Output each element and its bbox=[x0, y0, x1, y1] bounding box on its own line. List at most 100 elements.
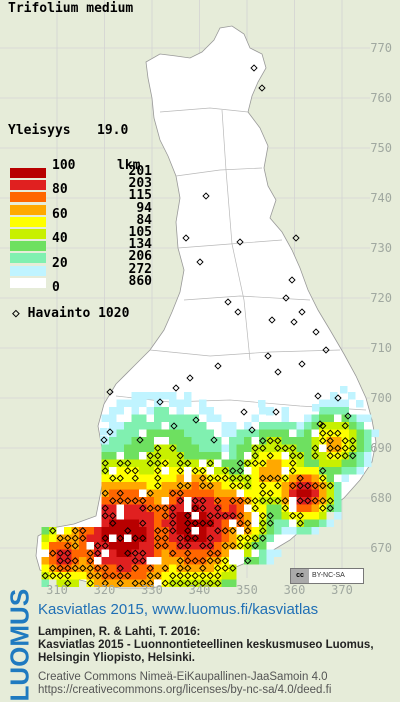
occupancy-square bbox=[94, 549, 102, 557]
observation-marker bbox=[296, 519, 304, 527]
occupancy-square bbox=[199, 557, 207, 565]
occupancy-square bbox=[364, 414, 372, 422]
occupancy-square bbox=[101, 444, 109, 452]
occupancy-square bbox=[139, 392, 147, 400]
occupancy-square bbox=[334, 489, 342, 497]
occupancy-square bbox=[184, 399, 192, 407]
occupancy-square bbox=[364, 437, 372, 445]
occupancy-square bbox=[116, 399, 124, 407]
occupancy-square bbox=[259, 482, 267, 490]
observation-marker bbox=[161, 504, 169, 512]
occupancy-square bbox=[191, 564, 199, 572]
occupancy-square bbox=[206, 534, 214, 542]
occupancy-square bbox=[229, 452, 237, 460]
occupancy-square bbox=[191, 549, 199, 557]
observation-marker bbox=[109, 512, 117, 520]
occupancy-square bbox=[199, 422, 207, 430]
observation-marker bbox=[244, 527, 252, 535]
occupancy-square bbox=[154, 534, 162, 542]
occupancy-square bbox=[146, 429, 154, 437]
occupancy-square bbox=[41, 527, 49, 535]
occupancy-square bbox=[251, 489, 259, 497]
occupancy-square bbox=[184, 414, 192, 422]
observation-marker bbox=[56, 534, 64, 542]
occupancy-square bbox=[199, 564, 207, 572]
observation-marker bbox=[341, 444, 349, 452]
observation-marker bbox=[161, 542, 169, 550]
occupancy-square bbox=[184, 579, 192, 587]
kasviatlas-link[interactable]: Kasviatlas 2015, www.luomus.fi/kasviatla… bbox=[38, 601, 319, 618]
occupancy-square bbox=[131, 414, 139, 422]
occupancy-square bbox=[109, 557, 117, 565]
occupancy-square bbox=[199, 497, 207, 505]
license-link[interactable]: https://creativecommons.org/licenses/by-… bbox=[38, 684, 332, 696]
occupancy-square bbox=[206, 474, 214, 482]
observation-marker bbox=[101, 534, 109, 542]
occupancy-square bbox=[326, 429, 334, 437]
legend-swatch bbox=[10, 253, 46, 264]
occupancy-square bbox=[326, 414, 334, 422]
occupancy-square bbox=[236, 497, 244, 505]
observation-marker bbox=[214, 579, 222, 587]
legend-swatch bbox=[10, 265, 46, 276]
observation-marker bbox=[319, 504, 327, 512]
occupancy-square bbox=[109, 407, 117, 415]
legend-count-header: lkm bbox=[117, 158, 141, 173]
observation-marker bbox=[259, 482, 267, 490]
occupancy-square bbox=[334, 444, 342, 452]
occupancy-square bbox=[236, 467, 244, 475]
occupancy-square bbox=[146, 534, 154, 542]
observation-marker bbox=[154, 474, 162, 482]
observation-marker bbox=[146, 504, 154, 512]
occupancy-square bbox=[116, 407, 124, 415]
occupancy-square bbox=[214, 527, 222, 535]
occupancy-square bbox=[139, 512, 147, 520]
observation-marker bbox=[274, 482, 282, 490]
occupancy-square bbox=[131, 534, 139, 542]
occupancy-square bbox=[334, 407, 342, 415]
occupancy-square bbox=[161, 512, 169, 520]
cc-license-badge[interactable]: cc BY-NC-SA bbox=[290, 568, 364, 584]
observation-marker bbox=[259, 444, 267, 452]
occupancy-square bbox=[86, 572, 94, 580]
occupancy-square bbox=[371, 429, 379, 437]
occupancy-square bbox=[214, 474, 222, 482]
occupancy-square bbox=[116, 549, 124, 557]
occupancy-square bbox=[341, 414, 349, 422]
occupancy-square bbox=[71, 542, 79, 550]
occupancy-square bbox=[229, 572, 237, 580]
occupancy-square bbox=[146, 504, 154, 512]
occupancy-square bbox=[161, 557, 169, 565]
observation-marker bbox=[199, 482, 207, 490]
occupancy-square bbox=[161, 549, 169, 557]
observation-marker bbox=[349, 444, 357, 452]
occupancy-square bbox=[184, 437, 192, 445]
occupancy-square bbox=[229, 579, 237, 587]
occupancy-square bbox=[206, 504, 214, 512]
occupancy-square bbox=[139, 579, 147, 587]
observation-marker bbox=[289, 452, 297, 460]
occupancy-square bbox=[244, 437, 252, 445]
observation-marker bbox=[101, 489, 109, 497]
license-text: Creative Commons Nimeä-EiKaupallinen-Jaa… bbox=[38, 671, 331, 697]
observation-marker bbox=[199, 519, 207, 527]
observation-marker bbox=[289, 512, 297, 520]
observation-marker bbox=[131, 497, 139, 505]
occupancy-square bbox=[124, 519, 132, 527]
observation-marker bbox=[298, 360, 306, 368]
occupancy-square bbox=[349, 429, 357, 437]
occupancy-square bbox=[229, 489, 237, 497]
observation-marker bbox=[214, 527, 222, 535]
occupancy-square bbox=[221, 504, 229, 512]
observation-marker bbox=[169, 549, 177, 557]
occupancy-square bbox=[364, 452, 372, 460]
occupancy-square bbox=[139, 504, 147, 512]
occupancy-square bbox=[304, 519, 312, 527]
observation-marker bbox=[319, 429, 327, 437]
occupancy-square bbox=[161, 542, 169, 550]
occupancy-square bbox=[251, 542, 259, 550]
occupancy-square bbox=[356, 452, 364, 460]
observation-marker bbox=[191, 572, 199, 580]
observation-marker bbox=[124, 527, 132, 535]
occupancy-square bbox=[304, 482, 312, 490]
